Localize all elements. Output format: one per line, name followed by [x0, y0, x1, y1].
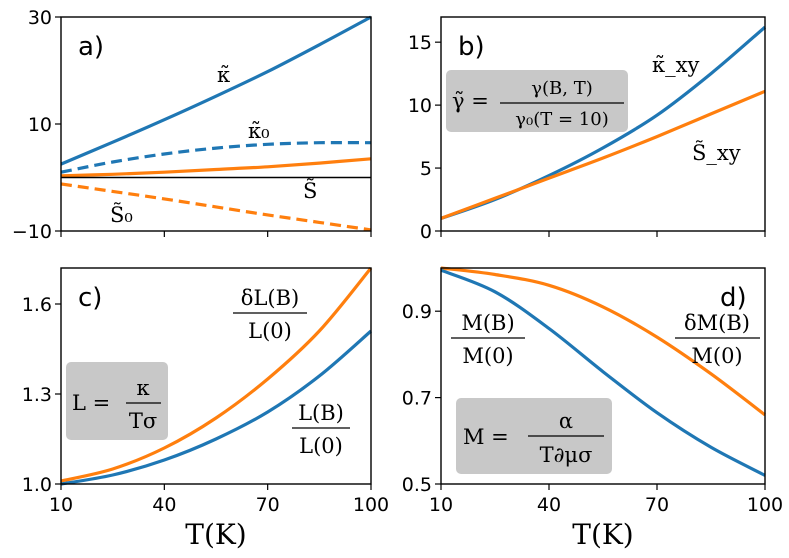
annotation-kappa: κ̃ [217, 63, 230, 87]
annotation-L: L(B) L(0) [292, 401, 350, 458]
L-ratio-denominator: L(0) [299, 434, 343, 458]
panel-b-ytick-label-1: 10 [408, 95, 432, 117]
panel-d-xtick-label-3: 100 [747, 494, 783, 516]
panel-d-xtick-label-2: 70 [645, 494, 669, 516]
panel-b-ytick-label-3: 0 [420, 221, 432, 243]
panel-c-xtick-label-0: 10 [49, 494, 73, 516]
annotation-deltaL: δL(B) L(0) [233, 286, 307, 343]
L-numerator: κ [136, 376, 149, 400]
gamma-definition-box: γ̃ = γ(B, T) γ₀(T = 10) [446, 70, 628, 132]
panel-c-xlabel: T(K) [185, 518, 246, 551]
M-lhs: M = [463, 425, 509, 449]
panel-d-series-1 [440, 268, 766, 477]
panel-a-frame [60, 16, 372, 232]
annotation-kappa0: κ̃₀ [248, 119, 270, 143]
panel-a-series-3 [60, 182, 372, 232]
panel-b-series-1 [440, 89, 766, 220]
panel-d: 0.9 0.7 0.510 40 70 100 d) M = α T∂μσ M(B) M(… [402, 266, 783, 551]
panel-a: 30 10 −10 a) κ̃ κ̃₀ S̃ S̃₀ [12, 7, 372, 243]
panel-d-frame [440, 267, 766, 485]
L-ratio-numerator: L(B) [298, 401, 344, 425]
panel-b-ytick-label-0: 15 [408, 32, 432, 54]
gamma-numerator: γ(B, T) [531, 78, 592, 99]
panel-c-xtick-label-3: 100 [353, 494, 389, 516]
panel-c-frame [60, 267, 372, 485]
panel-b-ytick-label-2: 5 [420, 158, 432, 180]
annotation-S: S̃ [303, 179, 317, 203]
panel-c-xtick-label-2: 70 [256, 494, 280, 516]
deltaM-numerator: δM(B) [684, 311, 750, 335]
deltaM-denominator: M(0) [691, 344, 742, 368]
M-ratio-denominator: M(0) [462, 344, 513, 368]
M-definition-box: M = α T∂μσ [456, 398, 612, 474]
annotation-S-xy: S̃_xy [692, 141, 741, 165]
panel-c-ytick-label-2: 1.0 [22, 474, 52, 496]
annotation-S0: S̃₀ [110, 203, 133, 227]
panel-b-label: b) [458, 32, 485, 62]
panel-d-ytick-label-1: 0.7 [402, 388, 432, 410]
gamma-denominator: γ₀(T = 10) [515, 109, 608, 130]
deltaL-denominator: L(0) [248, 319, 292, 343]
M-ratio-numerator: M(B) [461, 311, 514, 335]
panel-c-ytick-label-1: 1.3 [22, 384, 52, 406]
deltaL-numerator: δL(B) [241, 286, 299, 310]
panel-d-label: d) [720, 283, 747, 313]
panel-a-series-2 [60, 157, 372, 178]
annotation-kappa-xy: κ̃_xy [652, 53, 699, 77]
panel-d-xtick-label-1: 40 [537, 494, 561, 516]
panel-a-ytick-label-1: 10 [28, 114, 52, 136]
panel-a-series-1 [60, 141, 372, 174]
panel-c-series-0 [60, 266, 373, 483]
panel-a-label: a) [78, 32, 104, 62]
panel-d-ytick-label-0: 0.9 [402, 301, 432, 323]
M-numerator: α [559, 409, 573, 433]
L-denominator: Tσ [129, 409, 157, 433]
panel-c-ytick-label-0: 1.6 [22, 294, 52, 316]
panel-a-series-0 [60, 15, 372, 166]
L-lhs: L = [72, 391, 110, 415]
panel-d-xtick-label-0: 10 [429, 494, 453, 516]
panel-c-series-1 [60, 329, 373, 486]
annotation-M: M(B) M(0) [451, 311, 525, 368]
panel-a-ytick-label-2: −10 [12, 221, 52, 243]
gamma-lhs: γ̃ = [452, 89, 489, 113]
panel-d-ytick-label-2: 0.5 [402, 474, 432, 496]
panel-b-frame [440, 16, 766, 232]
panel-c-xtick-label-1: 40 [152, 494, 176, 516]
panel-d-xlabel: T(K) [572, 518, 633, 551]
panel-c: 1.6 1.3 1.010 40 70 100 c) L = κ Tσ δL(B) L(0… [22, 266, 389, 551]
panel-d-series-0 [440, 266, 766, 417]
M-denominator: T∂μσ [540, 443, 593, 467]
panel-a-ytick-label-0: 30 [28, 7, 52, 29]
annotation-deltaM: δM(B) M(0) [675, 311, 760, 368]
L-definition-box: L = κ Tσ [66, 362, 168, 440]
panel-c-label: c) [78, 283, 102, 313]
